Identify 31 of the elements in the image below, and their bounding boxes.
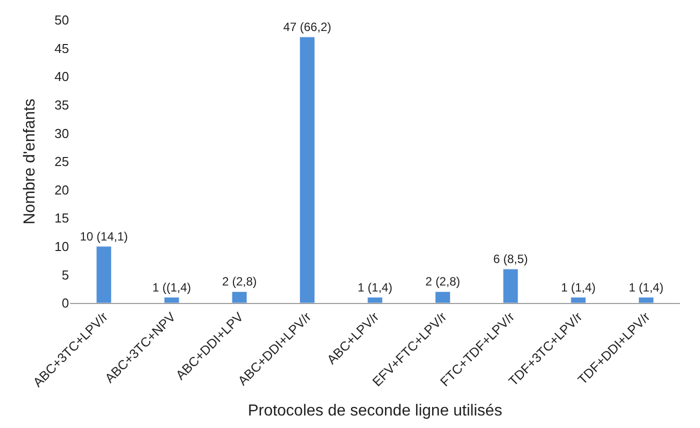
y-tick-label: 10 — [54, 238, 69, 254]
y-tick-label: 50 — [54, 12, 69, 28]
y-axis-title: Nombre d'enfants — [21, 98, 38, 224]
y-tick-label: 35 — [54, 97, 69, 112]
y-tick-label: 40 — [54, 69, 69, 84]
bar — [367, 297, 383, 303]
x-axis-title: Protocoles de seconde ligne utilisés — [248, 402, 502, 420]
data-label: 1 ((1,4) — [152, 280, 192, 294]
bar — [570, 297, 586, 303]
bar — [96, 246, 112, 303]
y-tick-label: 30 — [54, 126, 69, 141]
bar — [638, 297, 654, 303]
data-label: 6 (8,5) — [493, 252, 528, 266]
data-label: 1 (1,4) — [628, 280, 664, 294]
y-tick-label: 0 — [62, 296, 69, 311]
y-tick-label: 20 — [54, 182, 69, 198]
data-label: 10 (14,1) — [80, 229, 128, 244]
data-label: 2 (2,8) — [222, 274, 257, 289]
y-tick-label: 15 — [54, 210, 69, 226]
data-label: 2 (2,8) — [425, 274, 460, 289]
bar — [435, 291, 450, 303]
data-label: 47 (66,2) — [283, 20, 332, 34]
bar — [164, 297, 180, 303]
data-label: 1 (1,4) — [560, 280, 596, 294]
y-tick-label: 25 — [54, 154, 69, 170]
data-label: 1 (1,4) — [358, 280, 392, 294]
y-tick-label: 45 — [54, 40, 69, 56]
bar — [300, 36, 315, 303]
bar — [502, 268, 518, 303]
y-tick-label: 5 — [62, 267, 69, 282]
bar — [232, 291, 248, 303]
